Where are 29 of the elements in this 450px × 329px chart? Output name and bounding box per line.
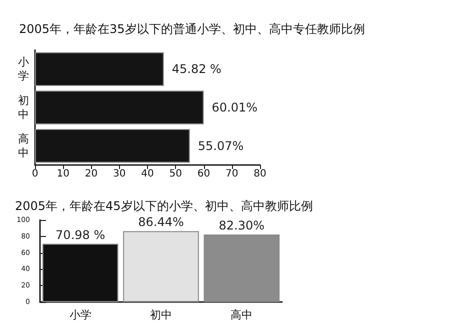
x-tick-label: 60 <box>197 168 210 180</box>
data-label: 82.30% <box>218 218 265 233</box>
x-tick-label: 70 <box>226 168 238 180</box>
y-tick-label: 初中 <box>18 94 29 121</box>
x-tick-label: 0 <box>32 168 38 180</box>
data-label: 45.82 % <box>172 62 222 76</box>
bar <box>35 52 164 86</box>
x-tick-label: 40 <box>141 168 154 180</box>
x-tick-label: 10 <box>56 168 70 180</box>
x-tick-label: 20 <box>84 168 98 180</box>
x-tick-label: 高中 <box>230 308 253 322</box>
chart-title: 2005年，年龄在35岁以下的普通小学、初中、高中专任教师比例 <box>19 22 365 36</box>
x-tick-label: 30 <box>113 168 126 180</box>
chart-title: 2005年，年龄在45岁以下的小学、初中、高中教师比例 <box>15 199 313 213</box>
data-label: 70.98 % <box>56 228 106 242</box>
bar <box>42 244 118 302</box>
x-tick-label: 50 <box>169 168 182 180</box>
bar <box>123 231 199 302</box>
bar <box>35 128 190 163</box>
data-label: 55.07% <box>198 138 244 153</box>
y-tick-label: 高中 <box>18 132 29 160</box>
x-tick-label: 80 <box>254 168 266 180</box>
bar <box>204 234 280 302</box>
data-label: 60.01% <box>212 100 258 114</box>
data-label: 86.44% <box>138 215 184 230</box>
bar <box>35 90 204 124</box>
x-tick-label: 初中 <box>150 308 172 322</box>
y-tick-label: 小学 <box>18 56 29 83</box>
x-tick-label: 小学 <box>69 308 92 322</box>
